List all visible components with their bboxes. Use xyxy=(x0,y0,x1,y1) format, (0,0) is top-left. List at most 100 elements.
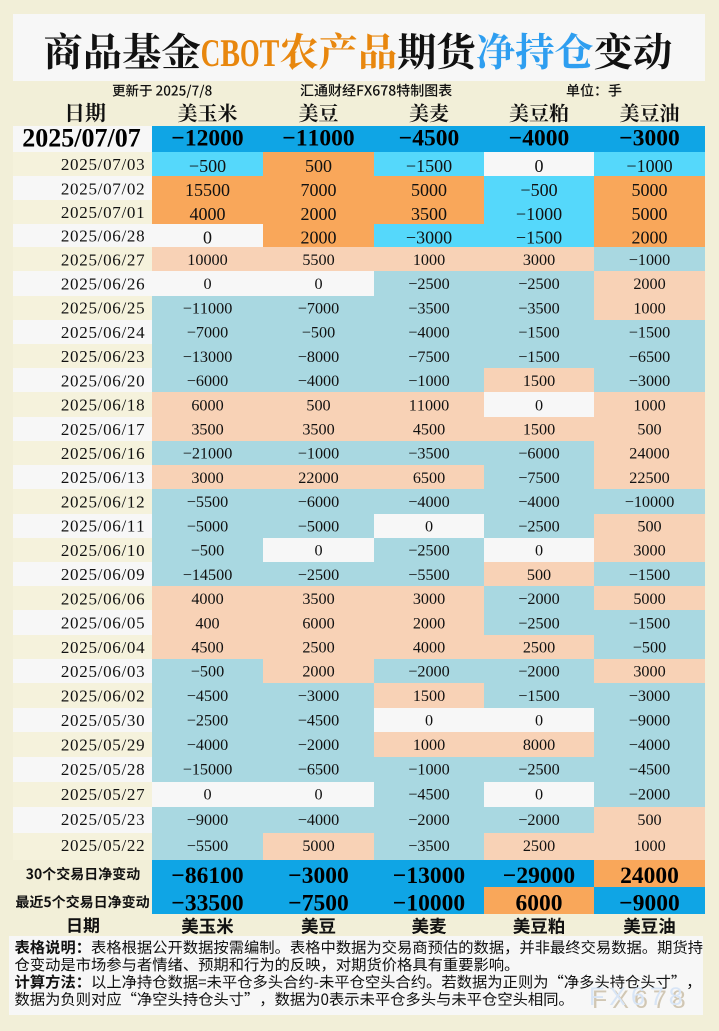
svg-text:−29000: −29000 xyxy=(503,863,575,889)
svg-text:−2500: −2500 xyxy=(408,275,450,293)
svg-text:2025/06/18: 2025/06/18 xyxy=(61,396,145,415)
svg-text:−2500: −2500 xyxy=(518,517,560,535)
svg-text:5000: 5000 xyxy=(632,180,668,200)
svg-text:6500: 6500 xyxy=(413,469,445,487)
svg-text:FX678: FX678 xyxy=(589,983,688,1011)
svg-text:2025/06/13: 2025/06/13 xyxy=(61,468,145,487)
svg-text:−11000: −11000 xyxy=(183,299,233,317)
svg-text:−2500: −2500 xyxy=(298,566,340,584)
svg-text:2025/06/26: 2025/06/26 xyxy=(61,274,145,293)
svg-text:2025/07/01: 2025/07/01 xyxy=(61,203,145,222)
svg-text:2025/06/24: 2025/06/24 xyxy=(61,323,145,342)
svg-text:1000: 1000 xyxy=(633,396,665,414)
svg-text:−4000: −4000 xyxy=(518,493,560,511)
svg-text:−9000: −9000 xyxy=(619,891,679,917)
svg-text:−3000: −3000 xyxy=(619,126,679,152)
svg-text:0: 0 xyxy=(314,275,322,293)
svg-text:−1000: −1000 xyxy=(298,445,340,463)
svg-text:−11000: −11000 xyxy=(282,126,354,152)
svg-text:4000: 4000 xyxy=(191,590,223,608)
svg-text:−2000: −2000 xyxy=(629,785,671,803)
svg-text:−4000: −4000 xyxy=(298,372,340,390)
svg-text:−1000: −1000 xyxy=(408,761,450,779)
svg-text:2000: 2000 xyxy=(633,275,665,293)
svg-text:5000: 5000 xyxy=(632,204,668,224)
svg-text:−7500: −7500 xyxy=(408,348,450,366)
svg-text:FX678: FX678 xyxy=(592,986,691,1014)
svg-text:3000: 3000 xyxy=(523,251,555,269)
svg-text:2025/06/06: 2025/06/06 xyxy=(61,589,145,608)
svg-text:0: 0 xyxy=(203,785,211,803)
svg-text:500: 500 xyxy=(637,811,661,829)
svg-text:−7000: −7000 xyxy=(298,299,340,317)
svg-text:3500: 3500 xyxy=(191,420,223,438)
svg-text:4500: 4500 xyxy=(191,639,223,657)
svg-text:500: 500 xyxy=(305,156,332,176)
svg-text:5000: 5000 xyxy=(302,837,334,855)
svg-text:1500: 1500 xyxy=(413,687,445,705)
svg-text:2000: 2000 xyxy=(302,663,334,681)
svg-text:−4000: −4000 xyxy=(408,324,450,342)
svg-text:2025/06/27: 2025/06/27 xyxy=(61,250,145,269)
svg-text:−2000: −2000 xyxy=(518,663,560,681)
svg-text:2025/06/25: 2025/06/25 xyxy=(61,299,145,318)
svg-text:−5500: −5500 xyxy=(187,493,229,511)
svg-text:−1000: −1000 xyxy=(629,251,671,269)
svg-text:500: 500 xyxy=(637,517,661,535)
svg-text:−3500: −3500 xyxy=(408,299,450,317)
svg-text:−2500: −2500 xyxy=(518,275,560,293)
svg-text:−1500: −1500 xyxy=(516,228,562,248)
svg-text:−1500: −1500 xyxy=(629,566,671,584)
svg-text:1000: 1000 xyxy=(633,837,665,855)
svg-text:−2500: −2500 xyxy=(408,542,450,560)
svg-text:2025/06/20: 2025/06/20 xyxy=(61,371,145,390)
svg-text:500: 500 xyxy=(527,566,551,584)
svg-text:−2500: −2500 xyxy=(187,711,229,729)
svg-text:−500: −500 xyxy=(633,639,666,657)
svg-text:2025/06/03: 2025/06/03 xyxy=(61,662,145,681)
svg-text:−7500: −7500 xyxy=(518,469,560,487)
svg-text:−1500: −1500 xyxy=(518,324,560,342)
svg-text:2500: 2500 xyxy=(523,837,555,855)
svg-text:2025/06/09: 2025/06/09 xyxy=(61,565,145,584)
svg-text:−2000: −2000 xyxy=(298,736,340,754)
svg-text:−7500: −7500 xyxy=(288,891,348,917)
svg-text:−86100: −86100 xyxy=(171,863,243,889)
svg-text:−500: −500 xyxy=(189,156,226,176)
svg-text:4000: 4000 xyxy=(413,639,445,657)
svg-text:−1500: −1500 xyxy=(629,614,671,632)
svg-text:3000: 3000 xyxy=(413,590,445,608)
svg-text:2025/06/10: 2025/06/10 xyxy=(61,541,145,560)
svg-text:1000: 1000 xyxy=(413,251,445,269)
svg-text:2025/05/29: 2025/05/29 xyxy=(61,735,145,754)
svg-text:−3000: −3000 xyxy=(288,863,348,889)
svg-text:10000: 10000 xyxy=(187,251,227,269)
svg-text:−500: −500 xyxy=(191,542,224,560)
svg-text:5500: 5500 xyxy=(302,251,334,269)
svg-text:2025/06/11: 2025/06/11 xyxy=(61,517,145,536)
svg-text:−500: −500 xyxy=(520,180,557,200)
svg-text:2025/06/28: 2025/06/28 xyxy=(61,227,145,246)
svg-text:−3000: −3000 xyxy=(406,228,452,248)
svg-text:−15000: −15000 xyxy=(183,761,233,779)
svg-text:6000: 6000 xyxy=(516,891,563,917)
svg-text:0: 0 xyxy=(535,711,543,729)
svg-text:−500: −500 xyxy=(191,663,224,681)
svg-text:2000: 2000 xyxy=(301,228,337,248)
svg-text:−2500: −2500 xyxy=(518,614,560,632)
svg-text:24000: 24000 xyxy=(620,863,679,889)
svg-text:−5500: −5500 xyxy=(408,566,450,584)
svg-text:2025/06/04: 2025/06/04 xyxy=(61,638,145,657)
svg-text:1500: 1500 xyxy=(523,420,555,438)
svg-text:2000: 2000 xyxy=(413,614,445,632)
svg-text:−6000: −6000 xyxy=(298,493,340,511)
svg-text:−1000: −1000 xyxy=(626,156,672,176)
svg-text:3500: 3500 xyxy=(302,420,334,438)
svg-text:2025/05/23: 2025/05/23 xyxy=(61,810,145,829)
svg-text:0: 0 xyxy=(425,711,433,729)
svg-text:8000: 8000 xyxy=(523,736,555,754)
svg-text:−3500: −3500 xyxy=(408,445,450,463)
svg-text:−10000: −10000 xyxy=(393,891,465,917)
svg-text:−2000: −2000 xyxy=(518,811,560,829)
svg-text:−1000: −1000 xyxy=(516,204,562,224)
